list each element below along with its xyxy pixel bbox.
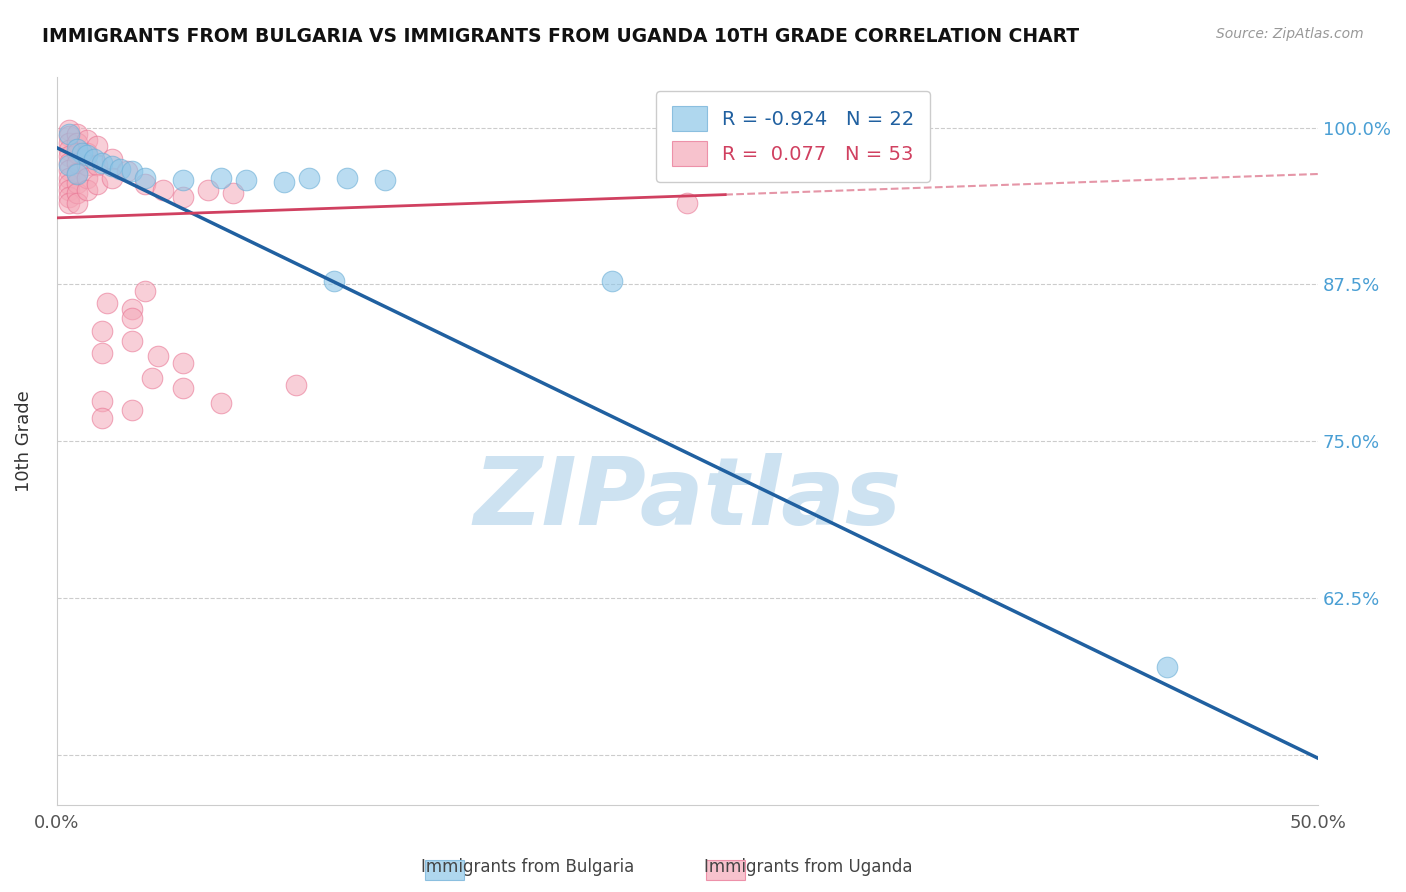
- Point: [273, 174, 295, 188]
- Point: [96, 296, 118, 310]
- Point: [76, 158, 98, 172]
- Point: [298, 170, 321, 185]
- Point: [86, 177, 108, 191]
- Point: [66, 142, 89, 156]
- Point: [172, 189, 194, 203]
- Point: [152, 183, 174, 197]
- Point: [91, 411, 114, 425]
- Point: [121, 334, 143, 348]
- Point: [58, 195, 80, 210]
- Point: [76, 170, 98, 185]
- Point: [374, 173, 396, 187]
- Point: [66, 166, 89, 180]
- Point: [58, 183, 80, 197]
- Point: [141, 371, 163, 385]
- Point: [86, 158, 108, 172]
- Y-axis label: 10th Grade: 10th Grade: [15, 390, 32, 491]
- Point: [58, 123, 80, 137]
- Point: [676, 195, 699, 210]
- Point: [91, 324, 114, 338]
- Point: [76, 183, 98, 197]
- Point: [58, 127, 80, 141]
- Point: [58, 143, 80, 157]
- Point: [86, 139, 108, 153]
- Point: [91, 393, 114, 408]
- Point: [58, 149, 80, 163]
- Point: [70, 145, 93, 160]
- Point: [172, 381, 194, 395]
- Point: [66, 155, 89, 169]
- Point: [66, 186, 89, 200]
- Point: [66, 167, 89, 181]
- Point: [58, 170, 80, 185]
- Point: [121, 164, 143, 178]
- Point: [58, 163, 80, 178]
- Point: [323, 274, 346, 288]
- Point: [91, 155, 114, 169]
- Point: [66, 145, 89, 160]
- Point: [66, 136, 89, 150]
- Point: [336, 170, 359, 185]
- Text: ZIPatlas: ZIPatlas: [474, 453, 901, 545]
- Point: [58, 177, 80, 191]
- Point: [83, 152, 105, 166]
- Point: [121, 402, 143, 417]
- Point: [58, 129, 80, 144]
- Point: [108, 161, 131, 176]
- Text: Immigrants from Bulgaria: Immigrants from Bulgaria: [420, 858, 634, 876]
- Point: [117, 164, 139, 178]
- Point: [101, 160, 124, 174]
- Text: Source: ZipAtlas.com: Source: ZipAtlas.com: [1216, 27, 1364, 41]
- Point: [235, 173, 257, 187]
- Text: IMMIGRANTS FROM BULGARIA VS IMMIGRANTS FROM UGANDA 10TH GRADE CORRELATION CHART: IMMIGRANTS FROM BULGARIA VS IMMIGRANTS F…: [42, 27, 1080, 45]
- Point: [172, 356, 194, 370]
- Point: [134, 284, 156, 298]
- Point: [134, 170, 156, 185]
- Point: [146, 349, 169, 363]
- Point: [58, 158, 80, 172]
- Point: [58, 155, 80, 169]
- Point: [76, 145, 98, 160]
- Point: [600, 274, 623, 288]
- Point: [66, 127, 89, 141]
- Point: [76, 148, 98, 162]
- Point: [91, 346, 114, 360]
- Point: [58, 189, 80, 203]
- Point: [222, 186, 245, 200]
- Point: [209, 170, 232, 185]
- Point: [121, 302, 143, 317]
- Point: [134, 177, 156, 191]
- Point: [58, 136, 80, 150]
- Point: [121, 311, 143, 326]
- Point: [285, 377, 308, 392]
- Point: [1156, 659, 1178, 673]
- Point: [209, 396, 232, 410]
- Point: [66, 195, 89, 210]
- Point: [66, 176, 89, 190]
- Point: [76, 133, 98, 147]
- Text: Immigrants from Uganda: Immigrants from Uganda: [704, 858, 912, 876]
- Point: [197, 183, 219, 197]
- Legend: R = -0.924   N = 22, R =  0.077   N = 53: R = -0.924 N = 22, R = 0.077 N = 53: [657, 91, 929, 182]
- Point: [101, 170, 124, 185]
- Point: [101, 152, 124, 166]
- Point: [172, 173, 194, 187]
